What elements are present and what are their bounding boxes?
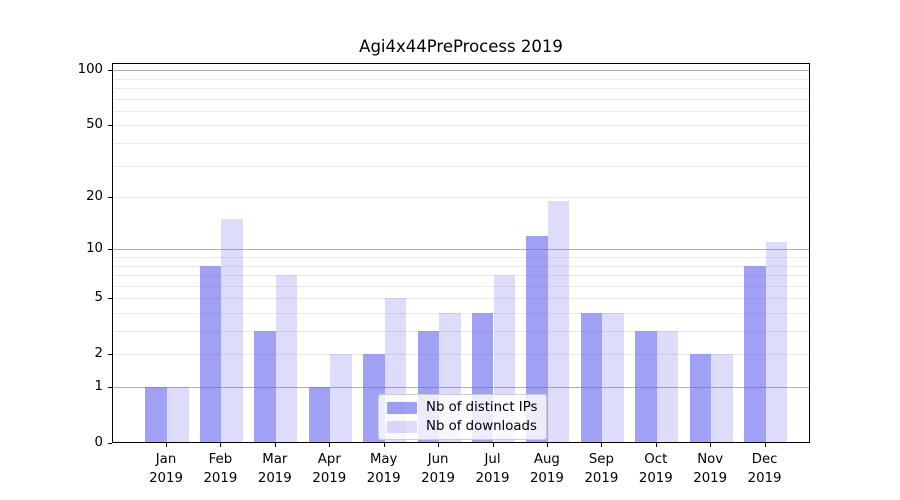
x-tick	[710, 443, 712, 447]
y-tick-label: 50	[86, 117, 103, 133]
x-tick	[546, 443, 548, 447]
bar-downloads	[602, 313, 624, 442]
bar-downloads	[221, 219, 243, 442]
gridline-minor	[113, 265, 809, 267]
y-tick	[108, 354, 112, 356]
bar-distinct-ips	[689, 354, 712, 442]
bar-distinct-ips	[526, 235, 548, 442]
y-tick	[108, 197, 112, 199]
x-tick-label: Feb 2019	[203, 452, 238, 486]
gridline-minor	[113, 143, 809, 144]
bar-downloads	[275, 275, 298, 442]
x-tick-label: Jun 2019	[421, 452, 456, 486]
bar-distinct-ips	[199, 265, 222, 442]
legend-swatch-distinct-ips	[387, 401, 417, 414]
legend-item-distinct-ips: Nb of distinct IPs	[387, 400, 537, 415]
x-tick	[492, 443, 494, 447]
bar-distinct-ips	[744, 265, 766, 442]
y-tick-label: 0	[94, 435, 103, 450]
y-tick	[108, 70, 112, 72]
x-tick-label: Dec 2019	[747, 452, 782, 486]
y-tick	[108, 387, 112, 388]
gridline-minor	[113, 125, 809, 127]
gridline-minor	[113, 165, 809, 167]
x-tick	[220, 443, 222, 447]
y-tick	[108, 298, 112, 300]
y-tick-label: 20	[86, 189, 103, 205]
gridline-minor	[113, 275, 809, 276]
bar-downloads	[656, 331, 679, 442]
x-tick-label: May 2019	[366, 452, 401, 486]
y-tick-label: 1	[94, 379, 103, 394]
gridline-minor	[113, 257, 809, 258]
x-tick	[655, 443, 657, 447]
plot-area	[112, 63, 810, 443]
gridline-minor	[113, 354, 809, 356]
gridline-minor	[113, 78, 809, 80]
gridline-minor	[113, 98, 809, 100]
gridline-minor	[113, 298, 809, 300]
x-tick	[274, 443, 276, 447]
bar-downloads	[711, 354, 733, 442]
x-tick	[601, 443, 603, 447]
x-tick-label: Sep 2019	[584, 452, 619, 486]
legend-swatch-downloads	[387, 420, 417, 433]
x-tick	[166, 443, 167, 447]
y-tick-label: 2	[94, 346, 103, 362]
gridline-minor	[113, 285, 809, 287]
bar-downloads	[765, 242, 788, 442]
gridline-major	[113, 387, 809, 388]
legend-label-distinct-ips: Nb of distinct IPs	[426, 400, 538, 415]
legend: Nb of distinct IPs Nb of downloads	[378, 394, 548, 440]
x-tick-label: Aug 2019	[529, 452, 564, 486]
gridline-minor	[113, 110, 809, 112]
bar-distinct-ips	[308, 387, 331, 442]
bar-downloads	[167, 387, 189, 442]
x-tick-label: Oct 2019	[638, 452, 673, 486]
y-tick	[108, 249, 112, 251]
gridline-major	[113, 249, 809, 251]
x-tick	[329, 443, 331, 447]
x-tick-label: Jan 2019	[149, 452, 183, 486]
x-tick-label: Jul 2019	[475, 452, 510, 486]
legend-item-downloads: Nb of downloads	[387, 419, 537, 434]
bar-distinct-ips	[635, 331, 657, 442]
gridline-minor	[113, 313, 809, 314]
gridline-major	[113, 70, 809, 72]
x-tick-label: Apr 2019	[312, 452, 347, 486]
y-tick	[108, 125, 112, 127]
chart-title: Agi4x44PreProcess 2019	[359, 37, 563, 56]
gridline-minor	[113, 197, 809, 199]
legend-label-downloads: Nb of downloads	[426, 419, 537, 434]
y-tick-label: 100	[77, 62, 103, 78]
bar-distinct-ips	[145, 387, 167, 442]
x-tick	[438, 443, 440, 447]
gridline-minor	[113, 88, 809, 89]
x-tick-label: Mar 2019	[257, 452, 292, 486]
y-tick	[108, 443, 112, 444]
bar-distinct-ips	[254, 331, 276, 442]
y-tick-label: 10	[86, 241, 103, 257]
x-tick-label: Nov 2019	[693, 452, 728, 486]
x-tick	[764, 443, 766, 447]
y-tick-label: 5	[94, 290, 103, 306]
gridline-minor	[113, 331, 809, 332]
bar-downloads	[330, 354, 352, 442]
x-tick	[383, 443, 385, 447]
bar-distinct-ips	[580, 313, 603, 442]
bar-downloads	[547, 201, 570, 442]
